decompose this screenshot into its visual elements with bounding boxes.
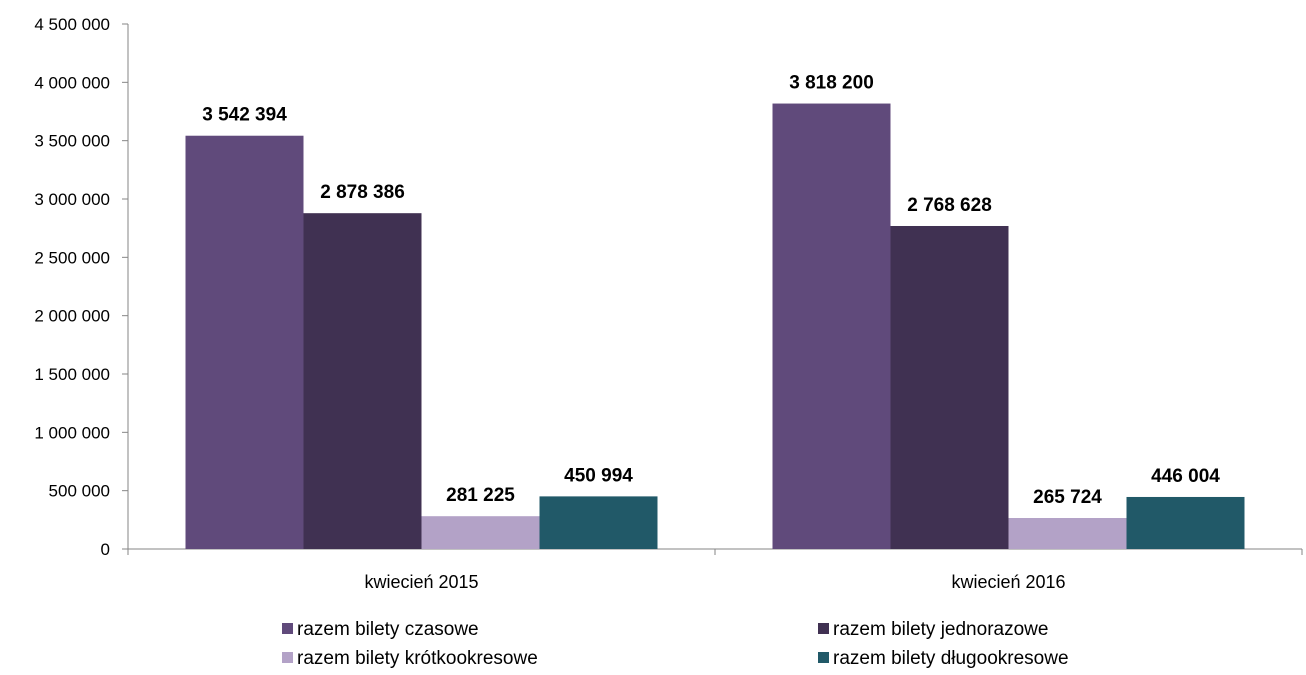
x-axis: kwiecień 2015 kwiecień 2016 [127,548,1303,592]
legend-label: razem bilety czasowe [297,619,479,640]
x-category-label: kwiecień 2016 [951,572,1065,592]
data-label: 281 225 [446,485,515,506]
legend-label: razem bilety krótkookresowe [297,648,538,669]
data-label: 450 994 [564,465,633,486]
y-tick-label: 4 000 000 [34,73,110,92]
y-tick-label: 3 000 000 [34,190,110,209]
legend-swatch [282,623,293,634]
x-category-label: kwiecień 2015 [364,572,478,592]
bar [1126,496,1245,549]
data-label: 265 724 [1033,487,1102,508]
y-tick-label: 3 500 000 [34,132,110,151]
y-tick-label: 2 000 000 [34,307,110,326]
legend: razem bilety czasowe razem bilety jednora… [282,619,1069,669]
y-tick-label: 0 [101,540,110,559]
legend-label: razem bilety długookresowe [833,648,1069,669]
data-label: 3 818 200 [789,73,874,94]
bars: 3 542 394 2 878 386 281 225 450 994 3 818 20… [185,73,1245,549]
y-tick-label: 1 500 000 [34,365,110,384]
bar [539,496,658,549]
bar [1008,517,1127,549]
data-label: 446 004 [1151,466,1220,487]
legend-swatch [818,652,829,663]
y-axis: 0 500 000 1 000 000 1 500 000 2 000 000 2 500… [34,15,129,559]
legend-swatch [818,623,829,634]
legend-swatch [282,652,293,663]
y-tick-label: 500 000 [49,482,110,501]
data-label: 2 768 628 [907,195,992,216]
y-tick-label: 1 000 000 [34,423,110,442]
bar [421,516,540,549]
data-label: 3 542 394 [202,105,287,126]
legend-label: razem bilety jednorazowe [833,619,1048,640]
bar [890,225,1009,549]
data-label: 2 878 386 [320,182,405,203]
y-tick-label: 4 500 000 [34,15,110,34]
bar [185,135,304,549]
y-tick-label: 2 500 000 [34,248,110,267]
bar [772,103,891,549]
bar [303,213,422,549]
